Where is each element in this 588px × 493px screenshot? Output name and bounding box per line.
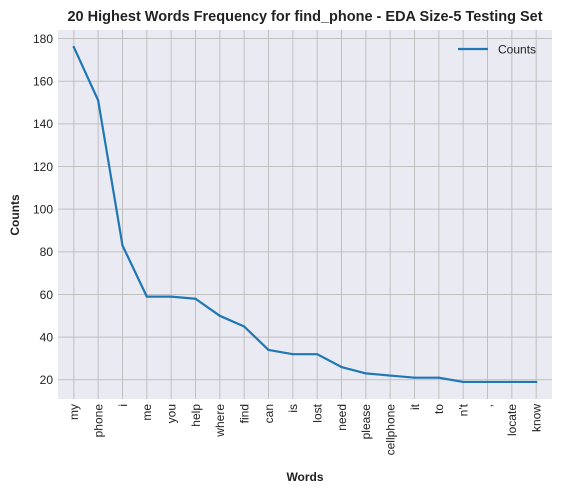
x-tick-label-11: need <box>335 404 349 431</box>
data-point-0 <box>72 45 75 49</box>
x-tick-label-6: where <box>213 404 227 438</box>
x-tick-label-7: find <box>237 404 251 423</box>
data-point-11 <box>340 365 343 369</box>
y-tick-label-140: 140 <box>33 117 53 131</box>
x-tick-label-3: me <box>140 404 154 421</box>
x-tick-label-9: is <box>286 404 300 413</box>
x-tick-label-12: please <box>359 404 373 440</box>
data-point-17 <box>486 380 489 384</box>
data-point-14 <box>413 376 416 379</box>
y-tick-label-100: 100 <box>33 202 53 216</box>
data-point-3 <box>145 295 148 298</box>
series-line-0 <box>72 45 538 384</box>
data-point-1 <box>97 99 100 102</box>
data-point-15 <box>437 376 440 379</box>
legend: Counts <box>458 43 536 57</box>
data-point-7 <box>243 325 246 328</box>
y-tick-label-20: 20 <box>40 373 54 387</box>
y-axis-label: Counts <box>8 194 22 236</box>
chart-title: 20 Highest Words Frequency for find_phon… <box>67 9 542 25</box>
y-tick-label-40: 40 <box>40 330 54 344</box>
x-axis-ticks: my phone i me you help where find can is lost need p… <box>67 403 543 455</box>
legend-label: Counts <box>498 43 536 57</box>
data-point-5 <box>194 297 197 300</box>
x-tick-label-18: locate <box>505 404 519 436</box>
x-axis-label: Words <box>286 470 323 484</box>
data-point-10 <box>316 353 319 356</box>
data-point-16 <box>462 380 465 384</box>
x-tick-label-2: i <box>116 404 130 407</box>
x-tick-label-5: help <box>189 404 203 427</box>
x-tick-label-14: it <box>408 403 422 410</box>
x-tick-label-16: n't <box>456 403 470 416</box>
y-tick-label-60: 60 <box>40 288 54 302</box>
x-tick-label-19: know <box>529 404 543 432</box>
x-tick-label-0: my <box>67 404 81 420</box>
data-point-8 <box>267 348 270 352</box>
x-tick-label-10: lost <box>310 403 324 422</box>
y-tick-label-80: 80 <box>40 245 54 259</box>
x-tick-label-13: cellphone <box>383 404 397 456</box>
data-point-19 <box>535 380 538 384</box>
data-point-4 <box>170 295 173 298</box>
data-point-18 <box>510 380 513 384</box>
y-axis-ticks: 20 40 60 80 100 120 140 160 180 <box>33 32 53 387</box>
data-point-13 <box>389 374 392 377</box>
grid <box>58 30 552 399</box>
plot-area <box>58 30 552 399</box>
data-point-9 <box>291 353 294 356</box>
data-point-12 <box>364 372 367 375</box>
x-tick-label-1: phone <box>91 404 105 438</box>
data-point-2 <box>121 244 124 247</box>
x-tick-label-8: can <box>262 404 276 423</box>
x-tick-label-15: to <box>432 404 446 414</box>
x-tick-label-4: you <box>164 404 178 423</box>
x-tick-label-17: , <box>481 404 495 407</box>
series-layer <box>72 45 538 384</box>
data-point-6 <box>218 314 221 317</box>
y-tick-label-180: 180 <box>33 32 53 46</box>
y-tick-label-120: 120 <box>33 160 53 174</box>
y-tick-label-160: 160 <box>33 74 53 88</box>
